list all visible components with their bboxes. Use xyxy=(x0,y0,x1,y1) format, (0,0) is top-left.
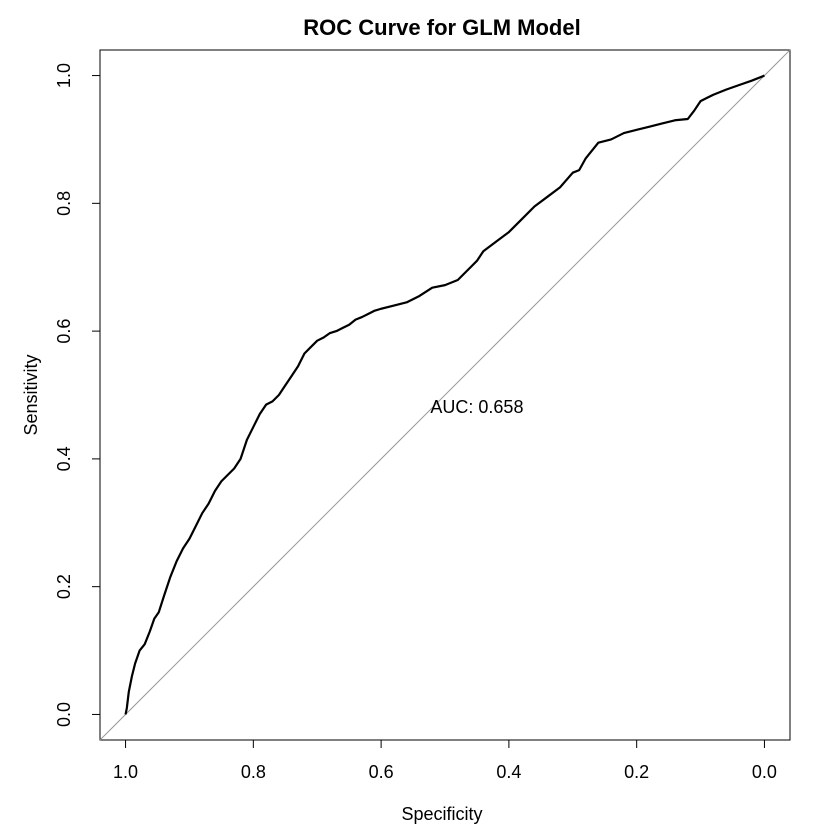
x-axis-label: Specificity xyxy=(401,804,482,824)
curve-layer xyxy=(124,74,765,715)
diagonal-layer xyxy=(99,49,791,741)
y-tick-label: 0.8 xyxy=(54,191,74,216)
roc-curve-line xyxy=(124,74,765,715)
x-tick-label: 0.6 xyxy=(369,762,394,782)
x-tick-label: 0.4 xyxy=(496,762,521,782)
auc-annotation: AUC: 0.658 xyxy=(430,397,523,417)
x-axis: 1.0 0.8 0.6 0.4 0.2 0.0 xyxy=(113,739,777,782)
x-tick-label: 1.0 xyxy=(113,762,138,782)
y-tick-label: 1.0 xyxy=(54,63,74,88)
x-tick-label: 0.0 xyxy=(752,762,777,782)
y-tick-label: 0.6 xyxy=(54,319,74,344)
y-axis-label: Sensitivity xyxy=(21,354,41,435)
y-tick-label: 0.4 xyxy=(54,446,74,471)
x-tick-label: 0.8 xyxy=(241,762,266,782)
y-tick-label: 0.2 xyxy=(54,574,74,599)
chance-diagonal-line xyxy=(99,49,791,741)
x-tick-label: 0.2 xyxy=(624,762,649,782)
y-axis: 0.0 0.2 0.4 0.6 0.8 1.0 xyxy=(54,63,101,727)
chart-title: ROC Curve for GLM Model xyxy=(303,15,580,40)
y-tick-label: 0.0 xyxy=(54,702,74,727)
